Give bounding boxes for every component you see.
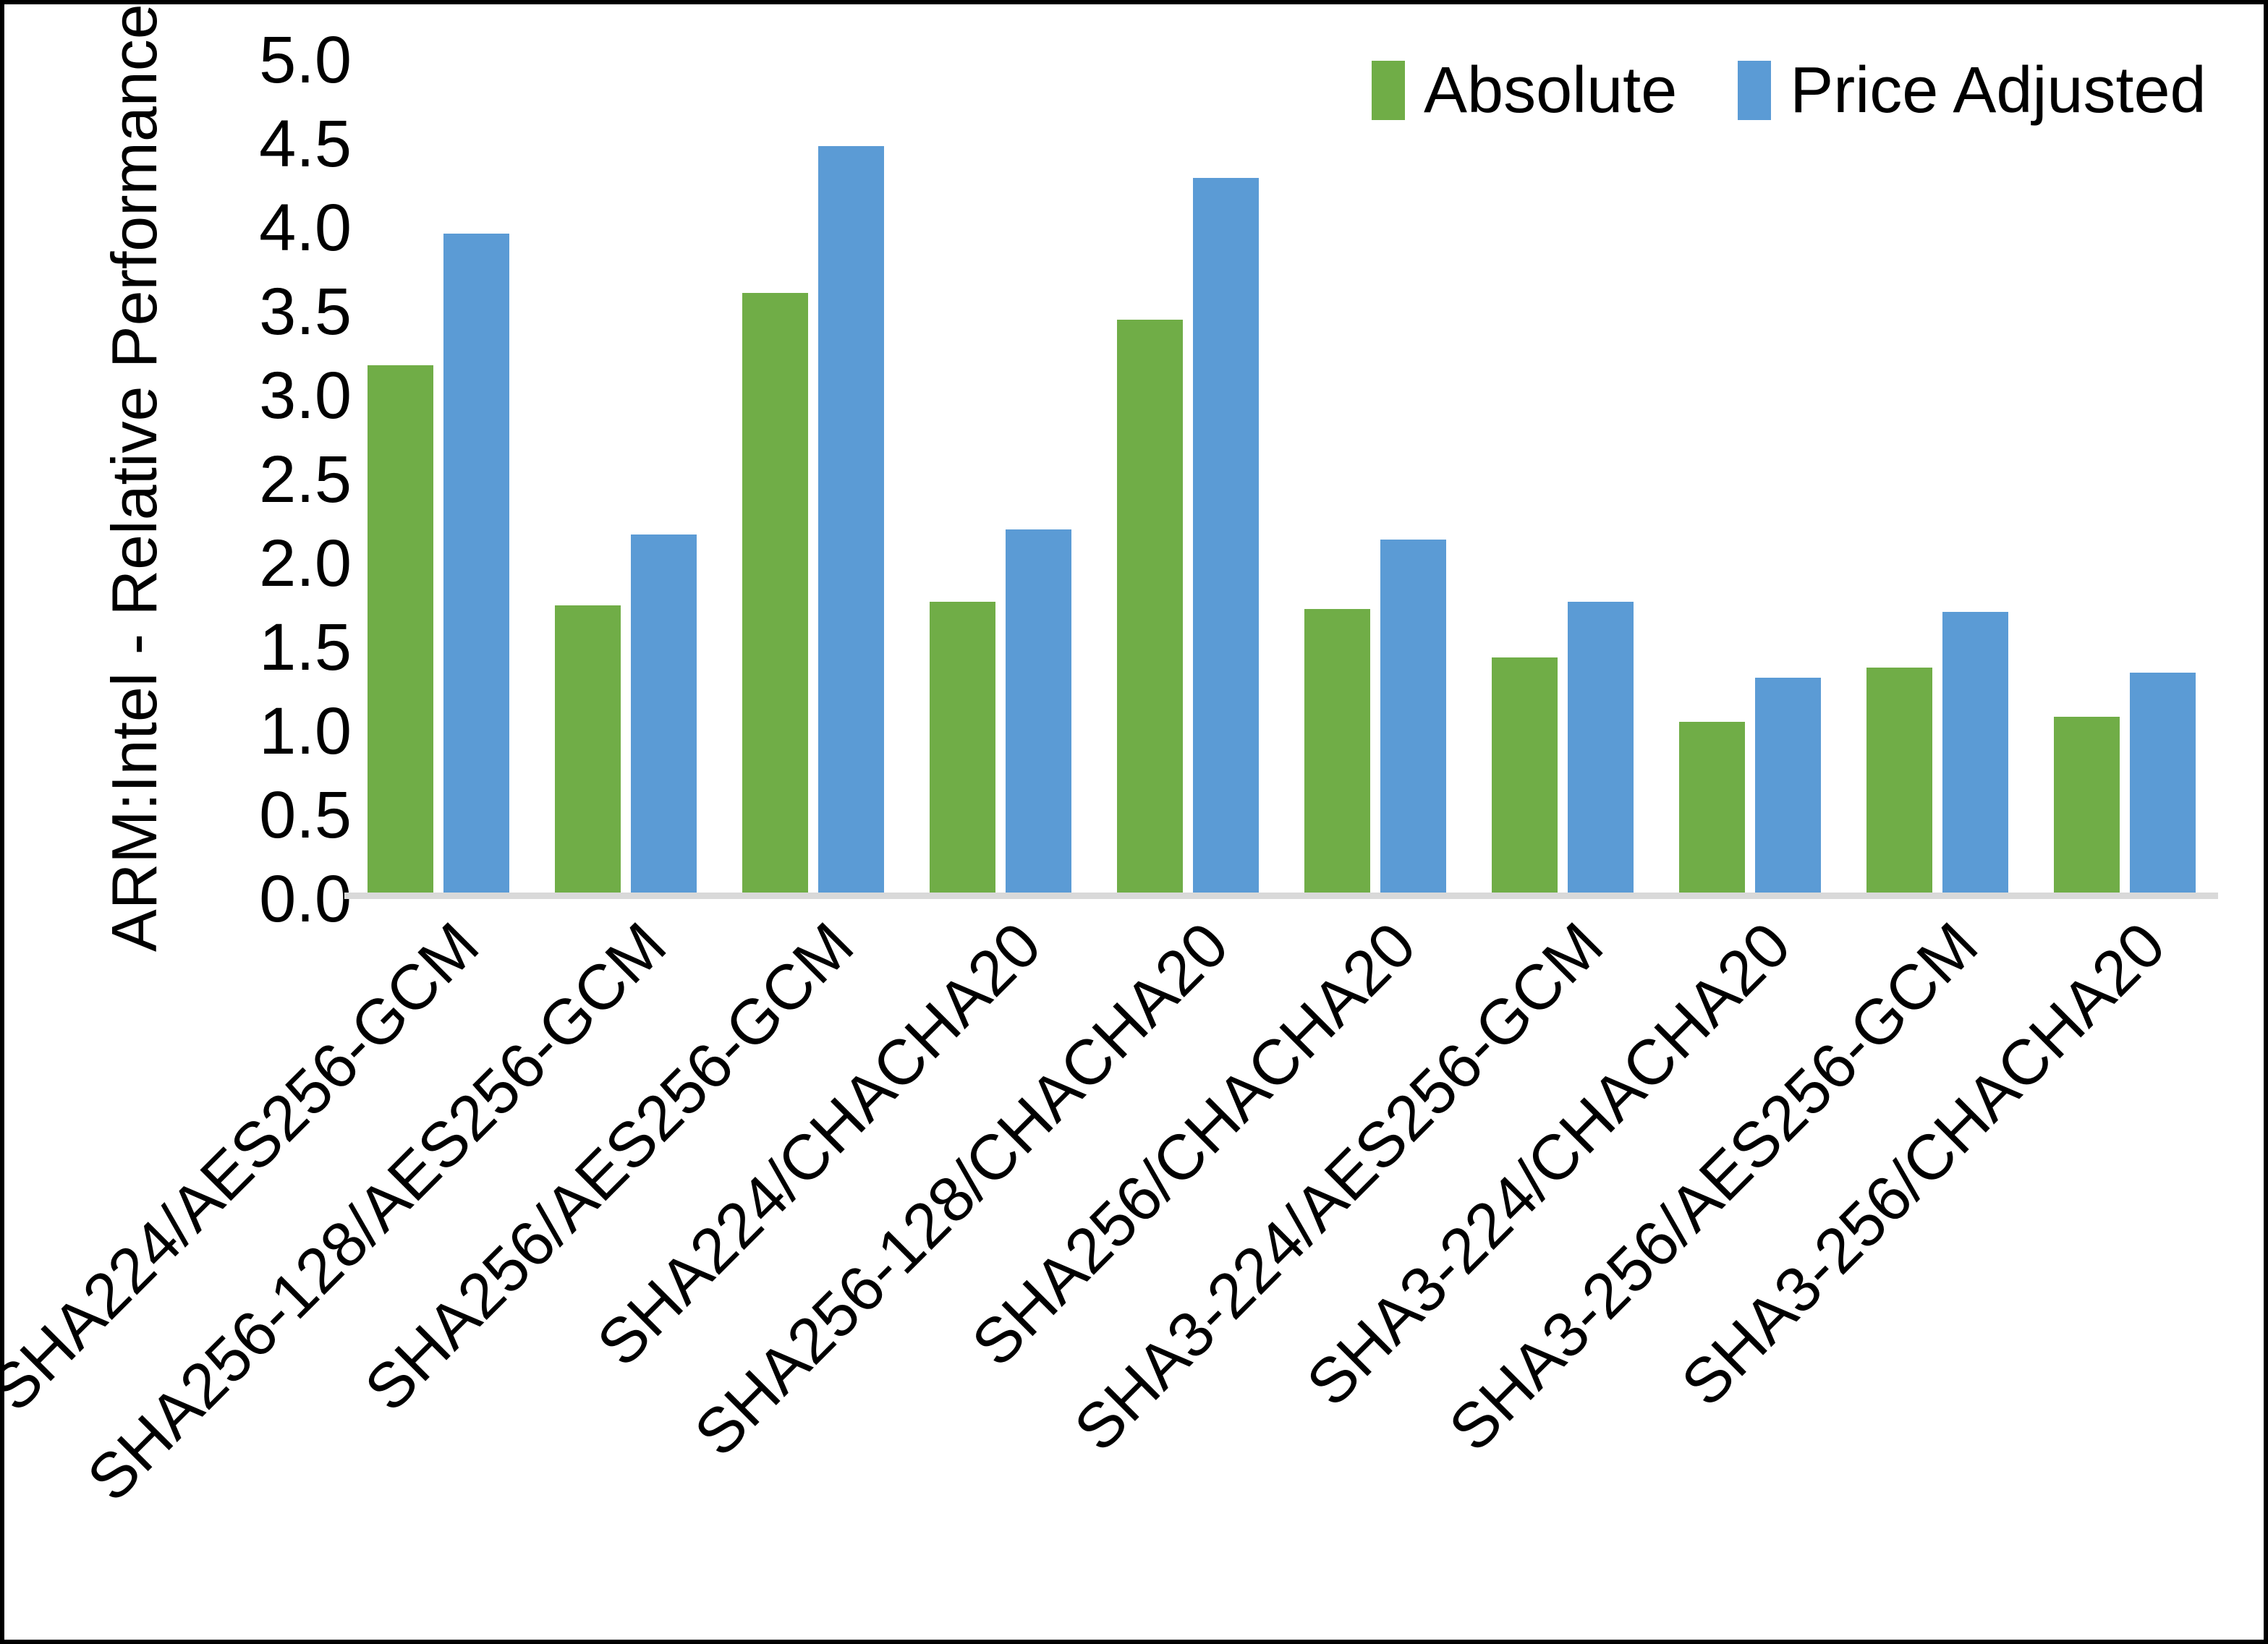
bar-absolute[interactable] (554, 605, 621, 893)
plot-area (344, 48, 2218, 899)
bar-group (532, 48, 719, 893)
bar-group (2031, 48, 2218, 893)
bar-absolute[interactable] (367, 365, 433, 893)
bar-absolute[interactable] (929, 602, 995, 893)
y-axis-title: ARM:Intel - Relative Performance (98, 4, 170, 952)
bar-group (1656, 48, 1843, 893)
y-axis-tick-label: 5.0 (259, 23, 352, 97)
bar-absolute[interactable] (2053, 717, 2120, 893)
y-axis-tick-label: 0.5 (259, 778, 352, 852)
y-axis-tick-labels: 5.0 4.5 4.0 3.5 3.0 2.5 2.0 1.5 1.0 0.5 0.0 (172, 27, 352, 932)
legend-label-price-adjusted: Price Adjusted (1790, 54, 2207, 127)
bar-price-adjusted[interactable] (443, 233, 509, 893)
bar-price-adjusted[interactable] (1380, 539, 1446, 893)
legend-label-absolute: Absolute (1424, 54, 1678, 127)
legend-item-absolute[interactable]: Absolute (1372, 58, 1677, 123)
bar-group (719, 48, 906, 893)
bar-group (344, 48, 532, 893)
chart-legend: Absolute Price Adjusted (1372, 58, 2207, 123)
bar-group (1843, 48, 2031, 893)
bar-price-adjusted[interactable] (1192, 177, 1259, 893)
bar-group (906, 48, 1094, 893)
x-axis-tick-labels: SHA224/AES256-GCM SHA256-128/AES256-GCM SH… (4, 906, 2218, 1629)
bar-price-adjusted[interactable] (1754, 678, 1821, 893)
bar-price-adjusted[interactable] (2129, 673, 2196, 893)
bar-absolute[interactable] (1116, 320, 1183, 893)
bar-price-adjusted[interactable] (1005, 529, 1071, 893)
bar-groups (344, 48, 2218, 893)
bar-group (1094, 48, 1281, 893)
y-axis-tick-label: 2.0 (259, 527, 352, 600)
bar-absolute[interactable] (1491, 657, 1558, 893)
y-axis-tick-label: 3.5 (259, 275, 352, 349)
x-axis-baseline (344, 893, 2218, 899)
legend-item-price-adjusted[interactable]: Price Adjusted (1738, 54, 2207, 127)
bar-price-adjusted[interactable] (630, 534, 697, 893)
bar-group (1469, 48, 1656, 893)
y-axis-tick-label: 1.0 (259, 694, 352, 768)
bar-absolute[interactable] (1678, 722, 1745, 893)
legend-swatch-absolute (1372, 61, 1405, 120)
legend-swatch-price-adjusted (1738, 61, 1772, 120)
y-axis-tick-label: 4.5 (259, 107, 352, 181)
bar-price-adjusted[interactable] (1567, 602, 1634, 893)
y-axis-tick-label: 3.0 (259, 359, 352, 433)
bar-absolute[interactable] (1304, 608, 1370, 893)
bar-price-adjusted[interactable] (1942, 612, 2008, 893)
y-axis-tick-label: 2.5 (259, 443, 352, 516)
bar-absolute[interactable] (742, 292, 808, 893)
bar-absolute[interactable] (1866, 668, 1932, 893)
bar-group (1281, 48, 1469, 893)
y-axis-tick-label: 0.0 (259, 862, 352, 936)
y-axis-tick-label: 1.5 (259, 610, 352, 684)
bar-price-adjusted[interactable] (817, 145, 884, 893)
y-axis-tick-label: 4.0 (259, 191, 352, 265)
